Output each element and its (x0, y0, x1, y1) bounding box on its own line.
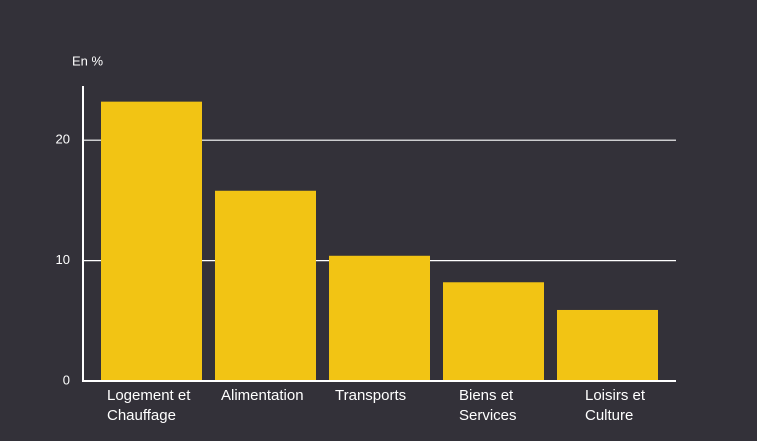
y-tick-label: 0 (63, 372, 70, 387)
bar (101, 101, 202, 381)
x-tick-label: Biens et Services (459, 387, 517, 424)
x-tick-label: Transports (335, 387, 406, 404)
bar (557, 309, 658, 381)
x-tick-label: Alimentation (221, 387, 304, 404)
x-tick-label: Logement et Chauffage (107, 387, 191, 424)
y-axis-label: En % (72, 53, 104, 68)
bar (329, 255, 430, 381)
bar (443, 282, 544, 381)
bar (215, 190, 316, 381)
x-tick-label: Loisirs et Culture (585, 387, 646, 424)
y-tick-label: 20 (56, 132, 70, 147)
y-tick-label: 10 (56, 252, 70, 267)
